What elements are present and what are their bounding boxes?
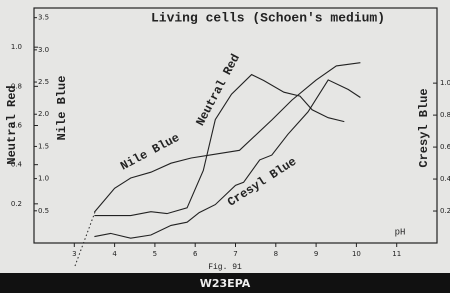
y2-tick-label: 1.5: [38, 142, 49, 150]
footer-bar: [0, 273, 450, 293]
y-tick-label: 0.6: [11, 122, 23, 130]
y2-tick-label: 3.5: [38, 14, 49, 22]
y3-tick-label: 1.0: [440, 79, 450, 87]
x-tick-label: 10: [352, 250, 361, 258]
x-tick-label: 7: [233, 250, 237, 258]
y3-tick-label: 0.8: [440, 111, 450, 119]
caption: Fig. 91: [208, 263, 242, 272]
y3-tick-label: 0.6: [440, 143, 450, 151]
y-tick-label: 0.4: [11, 161, 23, 169]
x-tick-label: 3: [72, 250, 76, 258]
y-tick-label: 1.0: [11, 43, 22, 51]
x-tick-label: 4: [112, 250, 117, 258]
y3-tick-label: 0.4: [440, 175, 450, 183]
image-id: W23EPA: [200, 277, 251, 290]
x-tick-label: 8: [274, 250, 278, 258]
y2-tick-label: 1.0: [38, 175, 49, 183]
x-axis-label: pH: [395, 227, 406, 237]
y2-axis-label: Nile Blue: [55, 76, 69, 141]
dotted-extension: [74, 211, 96, 267]
x-tick-label: 5: [153, 250, 157, 258]
x-tick-label: 6: [193, 250, 198, 258]
x-tick-label: 11: [392, 250, 401, 258]
y-axis-label: Neutral Red: [5, 85, 19, 164]
y2-tick-label: 2.0: [38, 110, 49, 118]
y-tick-label: 0.8: [11, 82, 22, 90]
series-line: [94, 73, 345, 217]
x-tick-label: 9: [314, 250, 318, 258]
chart-title: Living cells (Schoen's medium): [151, 10, 385, 25]
series-line: [93, 62, 361, 213]
y2-tick-label: 0.5: [38, 207, 49, 215]
y2-tick-label: 3.0: [38, 46, 49, 54]
y3-tick-label: 0.2: [440, 207, 450, 215]
y2-tick-label: 2.5: [38, 78, 49, 86]
y3-axis-label: Cresyl Blue: [417, 88, 431, 167]
series-line: [94, 79, 361, 239]
y-tick-label: 0.2: [11, 200, 22, 208]
